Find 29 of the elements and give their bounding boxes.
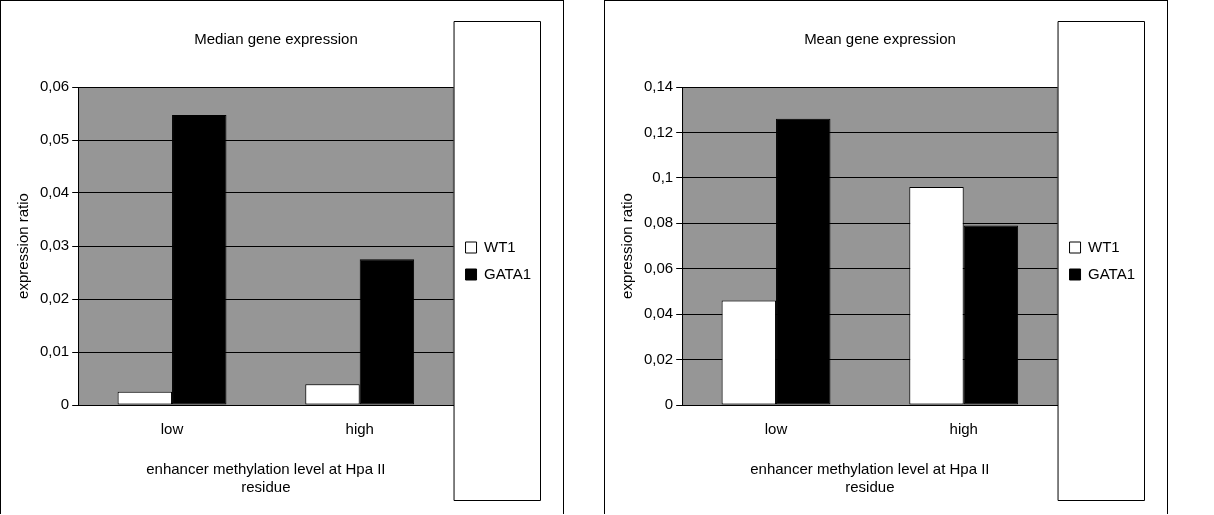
chart-title: Median gene expression bbox=[194, 30, 358, 48]
x-axis-title: enhancer methylation level at Hpa II residue bbox=[750, 460, 990, 496]
y-tick-label: 0,02 bbox=[643, 349, 674, 367]
y-axis-title: expression ratio bbox=[618, 193, 636, 299]
y-tick-label: 0,04 bbox=[643, 304, 674, 322]
y-tick-label: 0,05 bbox=[39, 130, 70, 148]
y-tick-label: 0,06 bbox=[643, 258, 674, 276]
y-tick-label: 0,04 bbox=[39, 183, 70, 201]
x-axis-title: enhancer methylation level at Hpa II residue bbox=[146, 460, 386, 496]
legend-label: GATA1 bbox=[484, 264, 532, 282]
chart-title: Mean gene expression bbox=[804, 30, 956, 48]
y-tick-label: 0,06 bbox=[39, 77, 70, 95]
legend-label: GATA1 bbox=[1088, 264, 1136, 282]
y-tick-label: 0 bbox=[664, 395, 674, 413]
y-axis-title: expression ratio bbox=[14, 193, 32, 299]
y-tick-label: 0,14 bbox=[643, 77, 674, 95]
legend-label: WT1 bbox=[1088, 237, 1120, 255]
x-tick-label: high bbox=[949, 420, 978, 438]
y-tick-label: 0,01 bbox=[39, 342, 70, 360]
y-tick-label: 0,02 bbox=[39, 289, 70, 307]
y-tick-label: 0,1 bbox=[652, 168, 674, 185]
y-tick-label: 0 bbox=[60, 395, 70, 413]
y-tick-label: 0,08 bbox=[643, 213, 674, 231]
legend-label: WT1 bbox=[484, 237, 516, 255]
x-tick-label: low bbox=[764, 420, 788, 438]
y-tick-label: 0,12 bbox=[643, 122, 674, 140]
x-tick-label: high bbox=[345, 420, 374, 438]
y-tick-label: 0,03 bbox=[39, 236, 70, 254]
x-tick-label: low bbox=[160, 420, 184, 438]
